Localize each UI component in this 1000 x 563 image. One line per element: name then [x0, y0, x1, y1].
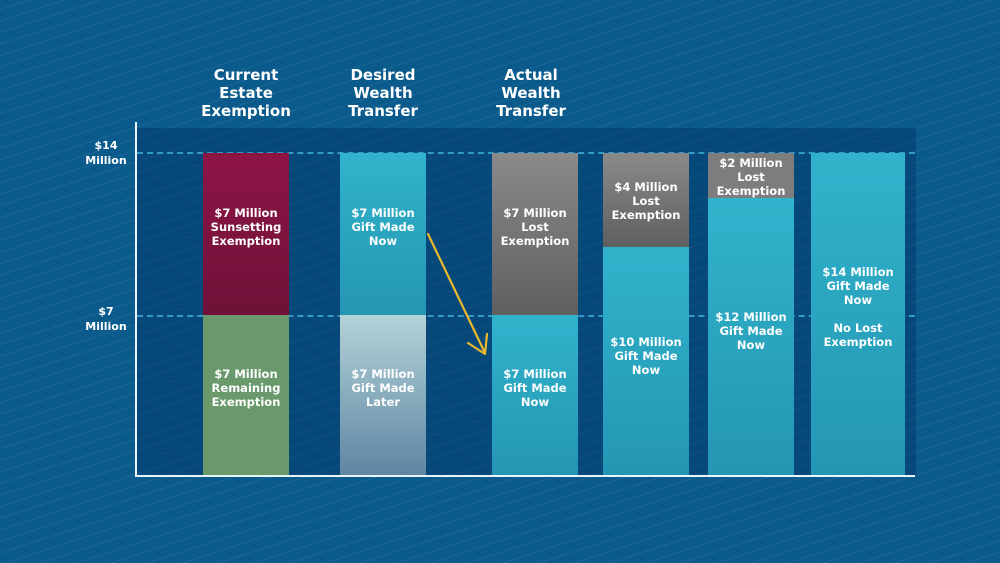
- title-desired-wealth-transfer: Desired Wealth Transfer: [348, 66, 418, 120]
- y-tick-7m: $7 Million: [85, 305, 127, 333]
- bar4-lost-exemption: $4 Million Lost Exemption: [603, 153, 689, 247]
- title-current-estate-exemption: Current Estate Exemption: [201, 66, 291, 120]
- bar2-gift-made-later: $7 Million Gift Made Later: [340, 315, 426, 475]
- bar5-lost-exemption: $2 Million Lost Exemption: [708, 153, 794, 198]
- y-axis: [135, 122, 137, 477]
- y-tick-14m: $14 Million: [85, 139, 127, 167]
- x-axis: [135, 475, 915, 477]
- bar3-lost-exemption: $7 Million Lost Exemption: [492, 153, 578, 315]
- bar2-gift-made-now: $7 Million Gift Made Now: [340, 153, 426, 315]
- bar1-remaining-exemption: $7 Million Remaining Exemption: [203, 315, 289, 475]
- bar3-gift-made-now: $7 Million Gift Made Now: [492, 315, 578, 475]
- bar5-gift-made-now: $12 Million Gift Made Now: [708, 198, 794, 475]
- title-actual-wealth-transfer: Actual Wealth Transfer: [496, 66, 566, 120]
- bar4-gift-made-now: $10 Million Gift Made Now: [603, 247, 689, 475]
- bar6-gift-made-now-no-lost-exemption: $14 Million Gift Made Now No Lost Exempt…: [811, 153, 905, 475]
- bar1-sunsetting-exemption: $7 Million Sunsetting Exemption: [203, 153, 289, 315]
